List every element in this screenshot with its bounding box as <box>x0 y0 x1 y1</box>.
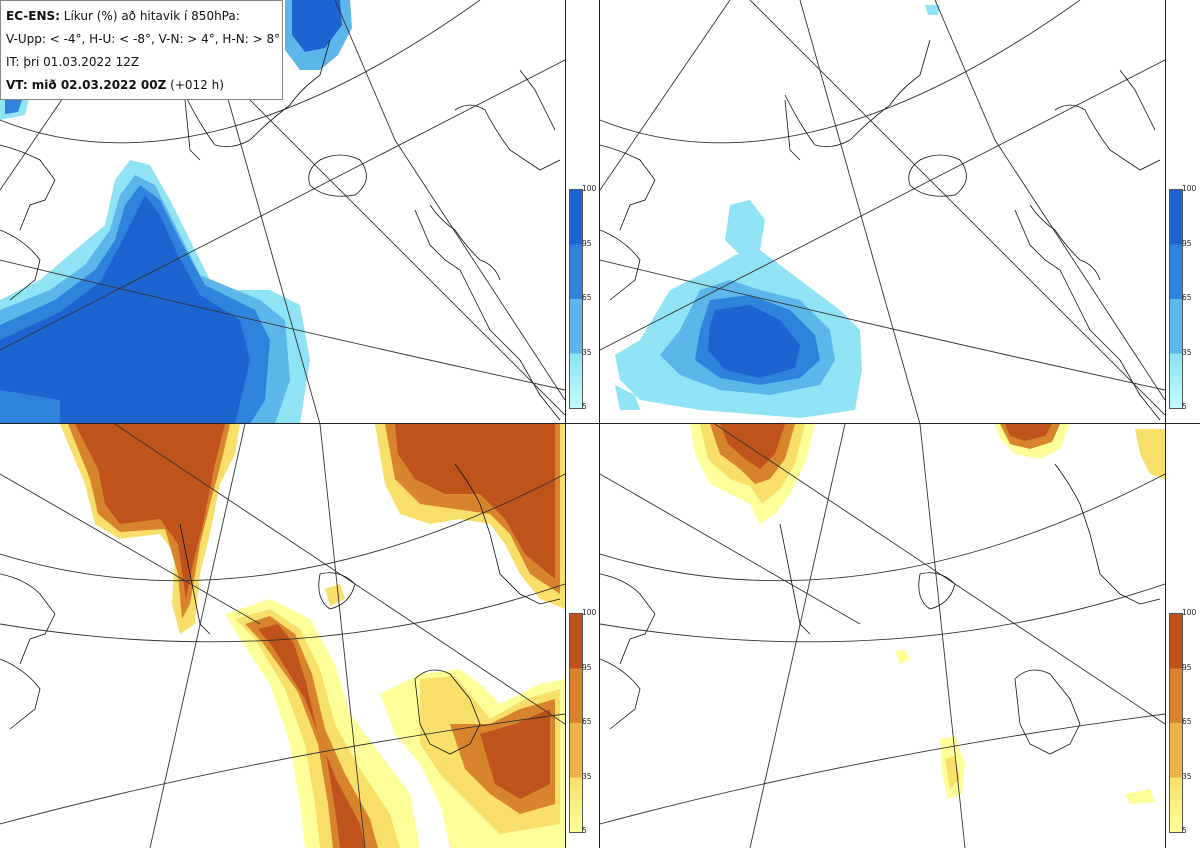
colorbar-tick-label: 100 <box>1182 608 1197 617</box>
colorbar-tick-label: 65 <box>1182 293 1192 302</box>
colorbar-tick-label: 5 <box>1182 402 1187 411</box>
colorbar-blue <box>1169 189 1183 409</box>
map-panel-warm-4 <box>0 424 565 848</box>
map-title: Líkur (%) að hitavik í 850hPa: <box>63 9 240 23</box>
colorbar-orange <box>1169 613 1183 833</box>
colorbar-tick-label: 65 <box>582 717 592 726</box>
horizontal-divider <box>0 423 1200 424</box>
init-time: IT: þri 01.03.2022 12Z <box>6 55 140 69</box>
model-label: EC-ENS: <box>6 9 60 23</box>
map-panel-cold-8 <box>600 0 1165 424</box>
colorbar-tick-label: 100 <box>582 608 597 617</box>
info-box: EC-ENS: Líkur (%) að hitavik í 850hPa: V… <box>0 0 283 100</box>
colorbar-tick-label: 5 <box>1182 826 1187 835</box>
colorbar-tick-label: 100 <box>582 184 597 193</box>
colorbar-tick-label: 95 <box>582 662 592 672</box>
map-cold-4 <box>0 0 565 424</box>
legend-line: V-Upp: < -4°, H-U: < -8°, V-N: > 4°, H-N… <box>6 32 281 46</box>
colorbar-orange <box>569 613 583 833</box>
map-cold-8 <box>600 0 1165 424</box>
colorbar-tick-label: 65 <box>582 293 592 302</box>
colorbar-tick-label: 95 <box>1182 238 1192 248</box>
colorbar-tick-label: 5 <box>582 402 587 411</box>
map-warm-4 <box>0 424 565 848</box>
colorbar-tick-label: 65 <box>1182 717 1192 726</box>
colorbar-tick-label: 95 <box>1182 662 1192 672</box>
lead-time: (+012 h) <box>170 78 224 92</box>
colorbar-tick-label: 5 <box>582 826 587 835</box>
colorbar-tick-label: 95 <box>582 238 592 248</box>
vertical-border-right <box>599 0 600 848</box>
colorbar-tick-label: 100 <box>1182 184 1197 193</box>
colorbar-tick-label: 35 <box>1182 347 1192 357</box>
valid-time: VT: mið 02.03.2022 00Z <box>6 78 167 92</box>
vertical-border-left <box>565 0 566 848</box>
map-warm-8 <box>600 424 1165 848</box>
map-panel-warm-8 <box>600 424 1165 848</box>
colorbar-tick-label: 35 <box>1182 771 1192 781</box>
colorbar-blue <box>569 189 583 409</box>
right-border <box>1165 0 1166 848</box>
map-panel-cold-4: EC-ENS: Líkur (%) að hitavik í 850hPa: V… <box>0 0 565 424</box>
colorbar-tick-label: 35 <box>582 347 592 357</box>
colorbar-tick-label: 35 <box>582 771 592 781</box>
